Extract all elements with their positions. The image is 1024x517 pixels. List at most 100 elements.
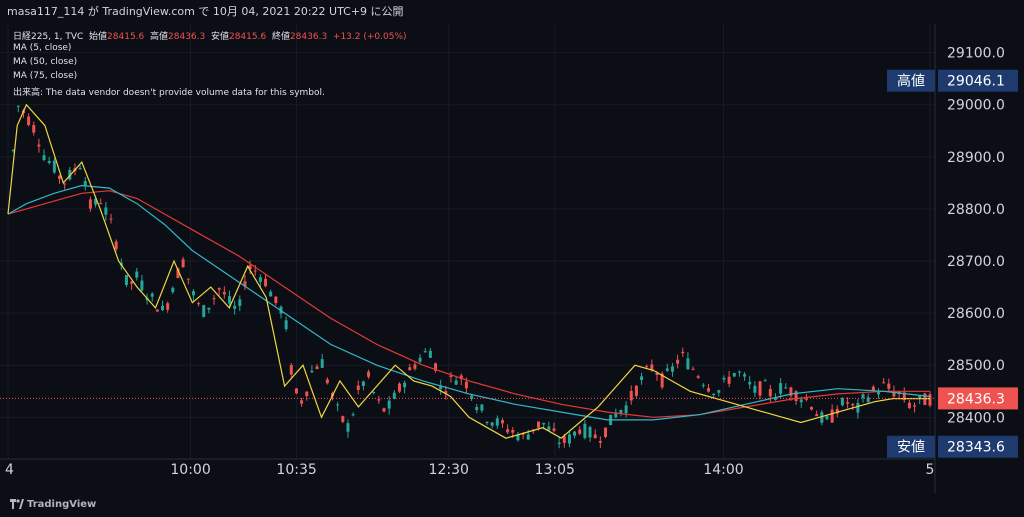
candle-body [624,405,628,414]
candle-body [11,149,15,151]
candle-body [557,442,561,444]
price-tick-label: 28400.0 [947,410,1005,426]
candle-body [52,160,56,173]
price-chart[interactable]: 29100.0 29000.0 28900.0 28800.0 28700.0 28600… [0,24,1024,493]
candle-body [253,270,257,272]
candle-body [207,307,211,310]
candle-body [640,376,644,381]
candle-body [603,427,607,437]
candle-body [413,364,417,369]
candle-body [300,400,304,404]
candle-body [804,398,808,400]
candle-body [882,382,886,384]
candle-body [392,392,396,399]
candle-body [315,366,319,370]
candle-body [176,268,180,279]
price-tick-label: 28700.0 [947,254,1005,270]
candle-body [866,397,870,402]
candle-body [727,376,731,384]
legend-ma5[interactable]: MA (5, close) [13,43,72,53]
candle-body [403,382,407,388]
candle-body [155,309,159,312]
candle-body [68,169,72,180]
candle-body [166,303,170,310]
high-price-tag-label: 高値 [897,73,925,90]
candle-body [58,175,62,179]
time-tick-label: 10:00 [170,462,210,478]
candle-body [284,320,288,330]
candle-body [264,278,268,287]
legend-high-label: 高値 [150,32,169,42]
candle-body [269,291,273,297]
candle-body [32,125,36,133]
candle-body [722,377,726,380]
candle-body [578,429,582,434]
candle-body [660,373,664,388]
candle-body [99,203,103,205]
candle-body [238,299,242,306]
time-tick-label: 10:35 [276,462,316,478]
candle-body [846,402,850,404]
legend-ma50[interactable]: MA (50, close) [13,57,78,67]
time-tick-label: 14:00 [703,462,743,478]
candle-body [439,385,443,390]
chart-area[interactable]: 29100.0 29000.0 28900.0 28800.0 28700.0 28600… [0,24,1024,493]
legend-close-value: 28436.3 [289,32,328,42]
candle-body [825,416,829,420]
candle-body [305,391,309,397]
candle-body [397,383,401,392]
candle-body [511,429,515,433]
candle-body [16,105,20,107]
candle-body [47,160,51,163]
candle-body [835,408,839,414]
candle-body [449,375,453,377]
candle-body [758,381,762,396]
low-price-tag: 安値 28343.6 [887,435,1018,458]
candle-body [186,278,190,280]
candle-body [135,271,139,278]
footer-brand: TradingView [27,499,97,510]
candle-body [140,280,144,291]
candle-body [614,412,618,418]
candle-body [892,390,896,397]
candle-body [748,381,752,385]
legend-change: +13.2 (+0.05%) [332,32,407,42]
candle-body [243,281,247,287]
legend-ma75[interactable]: MA (75, close) [13,71,78,81]
candle-body [712,393,716,396]
candle-body [851,403,855,406]
candle-body [547,426,551,431]
price-tick-label: 28900.0 [947,150,1005,166]
current-price-tag-value: 28436.3 [947,391,1005,407]
candle-body [495,418,499,426]
candle-body [789,387,793,396]
candle-body [779,383,783,394]
candle-body [351,414,355,416]
candle-body [810,407,814,410]
candle-body [634,385,638,396]
current-price-tag: 28436.3 [938,387,1018,410]
candle-body [871,386,875,392]
candle-body [619,409,623,414]
candle-body [650,364,654,370]
time-tick-label: 13:05 [535,462,575,478]
candle-body [233,305,237,309]
candle-body [542,422,546,425]
high-price-tag-value-bg [938,69,1018,92]
candle-body [918,396,922,399]
candle-body [686,358,690,370]
candle-body [227,296,231,304]
candle-body [500,420,504,424]
candle-body [681,351,685,354]
candle-body [707,388,711,392]
candle-body [94,198,98,205]
candle-body [506,429,510,433]
price-tick-label: 28500.0 [947,358,1005,374]
candle-body [130,281,134,284]
candle-body [367,371,371,377]
candle-body [820,412,824,423]
candle-body [691,368,695,370]
candle-body [887,383,891,389]
candle-body [907,402,911,409]
candle-body [289,365,293,375]
